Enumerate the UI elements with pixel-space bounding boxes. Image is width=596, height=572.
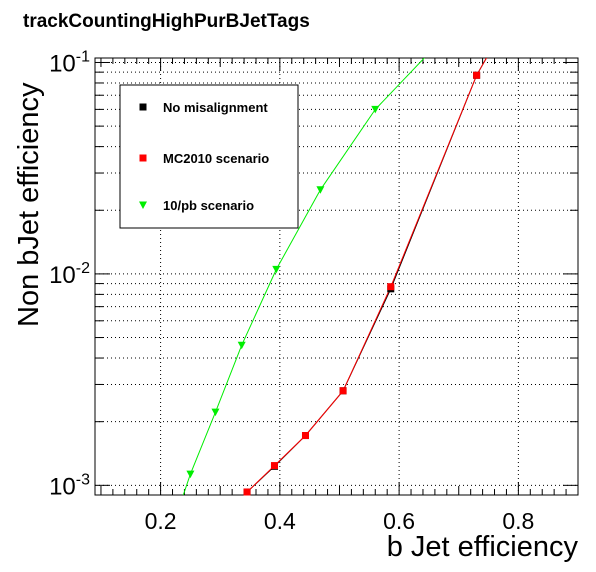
y-tick-exponent: -3 [76, 471, 90, 488]
series-markers [186, 71, 481, 496]
legend-box [119, 84, 299, 229]
y-tick-label: 10-2 [49, 260, 90, 289]
series-line-3 [182, 58, 425, 495]
x-tick-label: 0.4 [264, 508, 296, 534]
legend: No misalignment MC2010 scenario 10/pb scen… [119, 84, 299, 229]
legend-marker-1 [139, 103, 147, 111]
data-point-series-3 [316, 186, 325, 194]
x-tick-label: 0.2 [145, 508, 177, 534]
y-tick-base: 10 [49, 50, 76, 77]
data-point-series-3 [237, 341, 246, 350]
legend-label-2: MC2010 scenario [163, 151, 269, 166]
legend-label-3: 10/pb scenario [163, 198, 254, 213]
x-axis-label: b Jet efficiency [387, 531, 579, 563]
y-tick-labels: 10-310-210-1 [49, 48, 90, 500]
data-point-series-2 [301, 432, 309, 440]
data-point-series-3 [371, 105, 380, 114]
y-tick-exponent: -1 [76, 48, 90, 65]
data-point-series-2 [473, 71, 481, 79]
y-tick-label: 10-1 [49, 48, 90, 77]
legend-entries: No misalignment MC2010 scenario 10/pb scen… [139, 100, 269, 213]
y-tick-exponent: -2 [76, 260, 90, 277]
legend-label-1: No misalignment [163, 100, 268, 115]
plot-frame [94, 57, 579, 496]
data-point-series-3 [186, 470, 195, 479]
legend-marker-3 [139, 201, 147, 209]
data-point-series-2 [243, 488, 251, 496]
axis-ticks [95, 58, 579, 496]
data-point-series-3 [272, 265, 281, 274]
y-axis-label: Non bJet efficiency [13, 82, 45, 327]
data-point-series-2 [339, 387, 347, 395]
y-tick-base: 10 [49, 473, 76, 500]
data-point-series-2 [270, 462, 278, 470]
grid [95, 58, 578, 496]
y-tick-label: 10-3 [49, 471, 90, 500]
x-tick-label: 0.8 [502, 508, 534, 534]
x-tick-label: 0.6 [383, 508, 415, 534]
x-tick-labels: 0.2 0.4 0.6 0.8 [145, 508, 535, 534]
y-tick-base: 10 [49, 262, 76, 289]
data-point-series-2 [387, 283, 395, 291]
data-point-series-3 [211, 408, 220, 417]
legend-marker-2 [139, 154, 147, 162]
chart-title: trackCountingHighPurBJetTags [23, 11, 310, 32]
